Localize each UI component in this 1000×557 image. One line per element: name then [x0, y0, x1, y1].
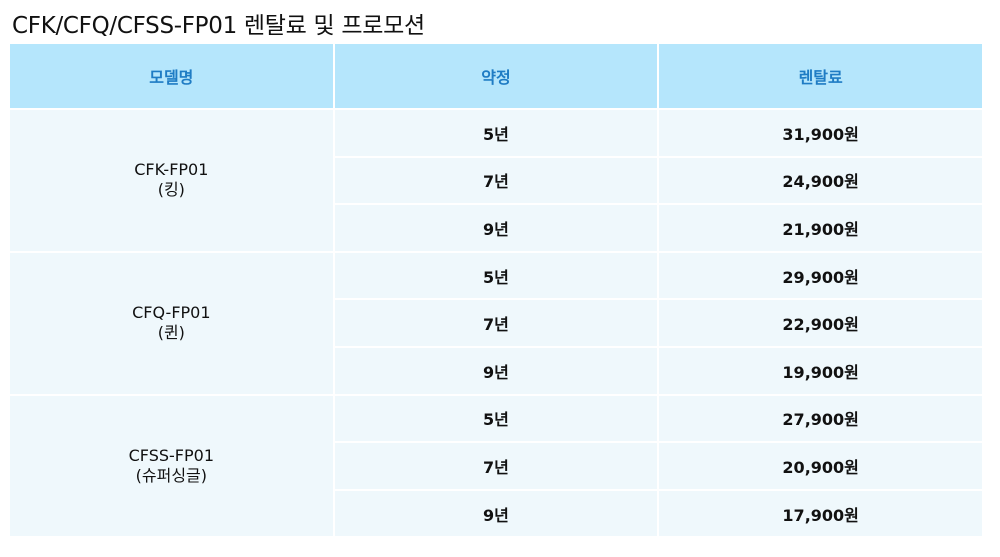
price-cell: 19,900원 — [659, 347, 982, 394]
table-row: 7년 20,900원 — [10, 443, 982, 489]
table-row: 9년 17,900원 — [10, 490, 982, 537]
price-cell: 17,900원 — [659, 490, 982, 537]
price-cell: 21,900원 — [659, 205, 982, 251]
price-cell: 22,900원 — [659, 300, 982, 346]
table-row: 9년 21,900원 — [10, 205, 982, 251]
model-cell: CFSS-FP01 (슈퍼싱글) — [10, 395, 333, 537]
price-cell: 31,900원 — [659, 110, 982, 156]
term-cell: 9년 — [334, 205, 658, 251]
model-name: CFQ-FP01 — [132, 303, 211, 323]
table-row: 7년 24,900원 — [10, 157, 982, 204]
term-cell: 7년 — [334, 300, 658, 346]
term-cell: 7년 — [334, 443, 658, 489]
page-title: CFK/CFQ/CFSS-FP01 렌탈료 및 프로모션 — [12, 13, 425, 39]
header-term: 약정 — [334, 44, 658, 108]
model-size: (슈퍼싱글) — [135, 465, 208, 485]
term-cell: 5년 — [334, 252, 658, 299]
model-size: (킹) — [157, 180, 185, 200]
model-size: (퀸) — [157, 323, 185, 343]
header-price: 렌탈료 — [659, 44, 982, 108]
model-name: CFSS-FP01 — [128, 445, 215, 465]
header-row: 모델명 약정 렌탈료 — [10, 44, 982, 108]
price-cell: 29,900원 — [659, 252, 982, 299]
table-row: CFQ-FP01 (퀸) 5년 29,900원 — [10, 252, 982, 394]
term-cell: 7년 — [334, 157, 658, 204]
model-cell: CFK-FP01 (킹) — [10, 110, 333, 251]
price-cell: 20,900원 — [659, 443, 982, 489]
term-cell: 5년 — [334, 110, 658, 156]
term-cell: 9년 — [334, 347, 658, 394]
model-name: CFK-FP01 — [134, 160, 209, 180]
table-row: 7년 22,900원 — [10, 300, 982, 346]
header-model: 모델명 — [10, 44, 333, 108]
table-row: CFK-FP01 (킹) 5년 31,900원 — [10, 110, 982, 251]
price-cell: 24,900원 — [659, 157, 982, 204]
table-row: CFSS-FP01 (슈퍼싱글) 5년 27,900원 — [10, 395, 982, 537]
term-cell: 5년 — [334, 395, 658, 442]
table-row: 9년 19,900원 — [10, 347, 982, 394]
rental-price-table: 모델명 약정 렌탈료 CFK-FP01 (킹) 5년 31,900원 7년 24,900원… — [8, 42, 984, 539]
price-cell: 27,900원 — [659, 395, 982, 442]
term-cell: 9년 — [334, 490, 658, 537]
model-cell: CFQ-FP01 (퀸) — [10, 252, 333, 394]
